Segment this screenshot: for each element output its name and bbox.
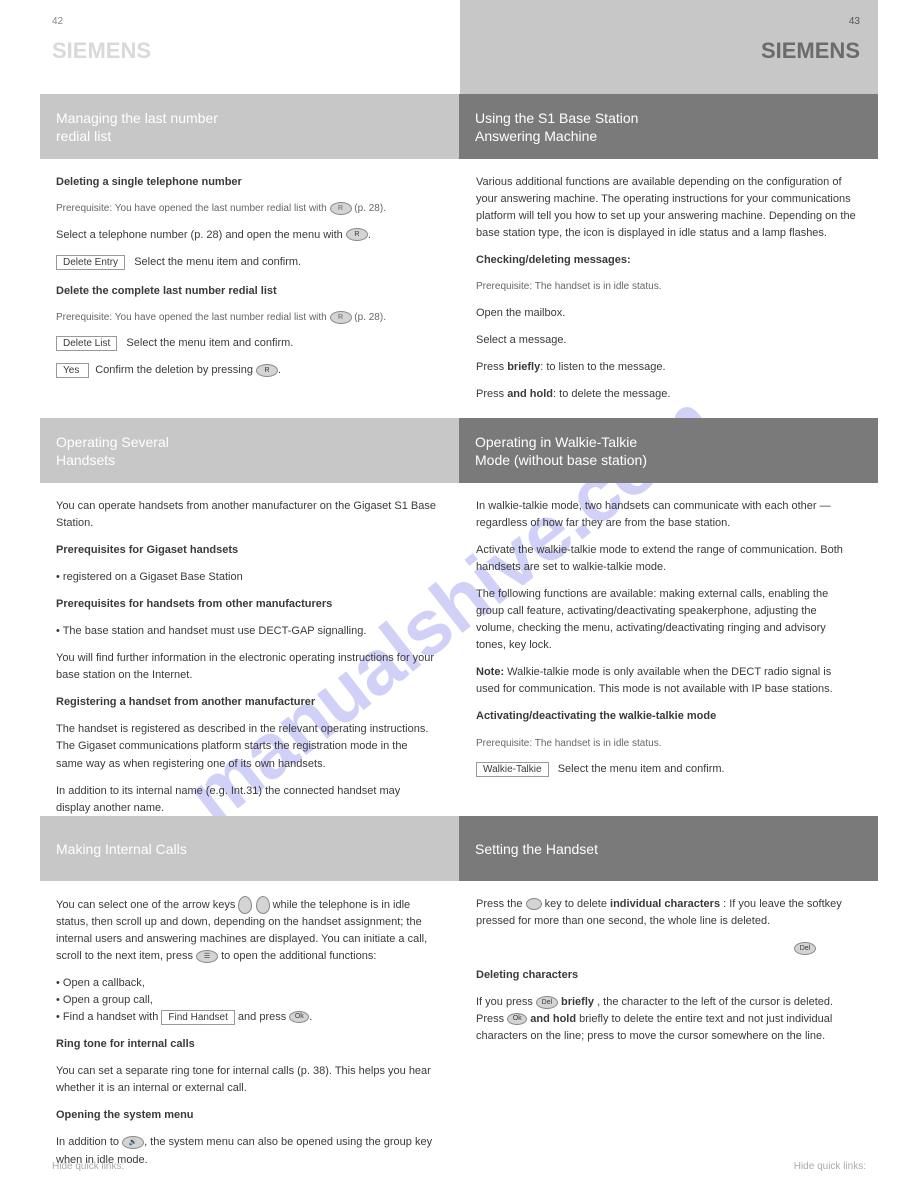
section-band-2: Operating SeveralHandsets Operating in W… xyxy=(40,418,878,483)
s1r-step4: Press and hold: to delete the message. xyxy=(476,386,856,403)
del-key-icon: Del xyxy=(794,942,816,955)
s1l-menu-item-delete-entry: Delete Entry xyxy=(56,255,125,270)
s1l-menu-item-yes: Yes xyxy=(56,363,89,378)
blank-key-icon xyxy=(526,898,542,910)
speaker-key-icon: 🔊 xyxy=(122,1136,144,1149)
s1r-step2: Select a message. xyxy=(476,332,856,349)
r-key-icon: R xyxy=(330,202,352,215)
s1l-delall-title: Delete the complete last number redial l… xyxy=(56,285,277,297)
s2r-p1: In walkie-talkie mode, two handsets can … xyxy=(476,498,856,532)
s2r-menu-item: Walkie-Talkie xyxy=(476,762,549,777)
s1r-p1: Various additional functions are availab… xyxy=(476,174,856,242)
s2l-p2: • registered on a Gigaset Base Station xyxy=(56,569,436,586)
section3-right-column: Press the key to delete individual chara… xyxy=(476,896,856,1055)
section-band-1: Managing the last numberredial list Usin… xyxy=(40,94,878,159)
s1r-title: Checking/deleting messages: xyxy=(476,254,631,266)
s1l-cond-body2: (p. 28). xyxy=(352,203,386,214)
s1r-step1: Open the mailbox. xyxy=(476,305,856,322)
band1-left-title: Managing the last numberredial list xyxy=(56,108,218,144)
band2-left-title: Operating SeveralHandsets xyxy=(56,432,169,468)
section-band-3: Making Internal Calls Setting the Handse… xyxy=(40,816,878,881)
s2r-step: Select the menu item and confirm. xyxy=(558,763,725,775)
s2l-t3: Registering a handset from another manuf… xyxy=(56,696,315,708)
del-key-icon: Del xyxy=(536,996,558,1009)
r-key-icon: R xyxy=(330,311,352,324)
brand-left: SIEMENS xyxy=(52,38,151,64)
band2-right-title: Operating in Walkie-TalkieMode (without … xyxy=(475,432,647,468)
s2r-t2: Activating/deactivating the walkie-talki… xyxy=(476,710,716,722)
s2l-p5: The handset is registered as described i… xyxy=(56,721,436,772)
section1-left-column: Deleting a single telephone number Prere… xyxy=(56,174,436,389)
arrow-key-icon xyxy=(256,896,270,914)
ok-key-icon: Ok xyxy=(289,1011,309,1023)
r-key-icon: R xyxy=(256,364,278,377)
s3r-t2: Deleting characters xyxy=(476,969,578,981)
r-key-icon: R xyxy=(346,228,368,241)
page-number-left: 42 xyxy=(52,16,63,27)
s1r-cond: Prerequisite: The handset is in idle sta… xyxy=(476,279,856,295)
section1-right-column: Various additional functions are availab… xyxy=(476,174,856,413)
s1l-delall-step: Select the menu item and confirm. xyxy=(126,337,293,349)
s1l-del1-confirm: Select the menu item and confirm. xyxy=(134,256,301,268)
s2l-p1: You can operate handsets from another ma… xyxy=(56,498,436,532)
footer-hide-left[interactable]: Hide quick links: xyxy=(52,1161,124,1172)
s2r-p2: Activate the walkie-talkie mode to exten… xyxy=(476,542,856,576)
band3-left-title: Making Internal Calls xyxy=(56,839,187,857)
s3l-p1: You can select one of the arrow keys whi… xyxy=(56,896,436,965)
s2r-note: Note: Walkie-talkie mode is only availab… xyxy=(476,664,856,698)
page-number-right: 43 xyxy=(849,16,860,27)
s3l-t2: Ring tone for internal calls xyxy=(56,1038,195,1050)
s1l-cond-title: Prerequisite: xyxy=(56,203,112,214)
s2r-p3: The following functions are available: m… xyxy=(476,586,856,654)
top-header-strip: 43 SIEMENS xyxy=(460,0,878,94)
s2l-t2: Prerequisites for handsets from other ma… xyxy=(56,598,332,610)
s3l-p2: You can set a separate ring tone for int… xyxy=(56,1063,436,1097)
band1-right-title: Using the S1 Base StationAnswering Machi… xyxy=(475,108,638,144)
s2l-p3: • The base station and handset must use … xyxy=(56,623,436,640)
s3r-p2: If you press Del briefly , the character… xyxy=(476,994,856,1045)
section2-left-column: You can operate handsets from another ma… xyxy=(56,498,436,827)
footer-hide-right[interactable]: Hide quick links: xyxy=(794,1161,866,1172)
s3l-li: • Open a callback, • Open a group call, … xyxy=(56,975,436,1026)
menu-key-icon: ☰ xyxy=(196,950,218,963)
section3-left-column: You can select one of the arrow keys whi… xyxy=(56,896,436,1179)
s1l-menu-item-delete-list: Delete List xyxy=(56,336,117,351)
s3l-find-item: Find Handset xyxy=(161,1010,234,1025)
s1r-step3: Press briefly: to listen to the message. xyxy=(476,359,856,376)
s1l-del1-step: Select a telephone number (p. 28) and op… xyxy=(56,227,436,244)
s3r-p1: Press the key to delete individual chara… xyxy=(476,896,856,930)
s2l-t1: Prerequisites for Gigaset handsets xyxy=(56,544,238,556)
ok-key-icon: Ok xyxy=(507,1013,527,1025)
arrow-key-icon xyxy=(238,896,252,914)
section2-right-column: In walkie-talkie mode, two handsets can … xyxy=(476,498,856,788)
brand-right: SIEMENS xyxy=(761,38,860,64)
s2l-p4: You will find further information in the… xyxy=(56,650,436,684)
s3l-t3: Opening the system menu xyxy=(56,1109,194,1121)
band3-right-title: Setting the Handset xyxy=(475,839,598,857)
s2r-cond: Prerequisite: The handset is in idle sta… xyxy=(476,736,856,752)
s1l-delall-step2: Confirm the deletion by pressing xyxy=(95,364,256,376)
s2l-p6: In addition to its internal name (e.g. I… xyxy=(56,783,436,817)
s1l-cond-body: You have opened the last number redial l… xyxy=(115,203,330,214)
s1l-delete-title: Deleting a single telephone number xyxy=(56,176,242,188)
